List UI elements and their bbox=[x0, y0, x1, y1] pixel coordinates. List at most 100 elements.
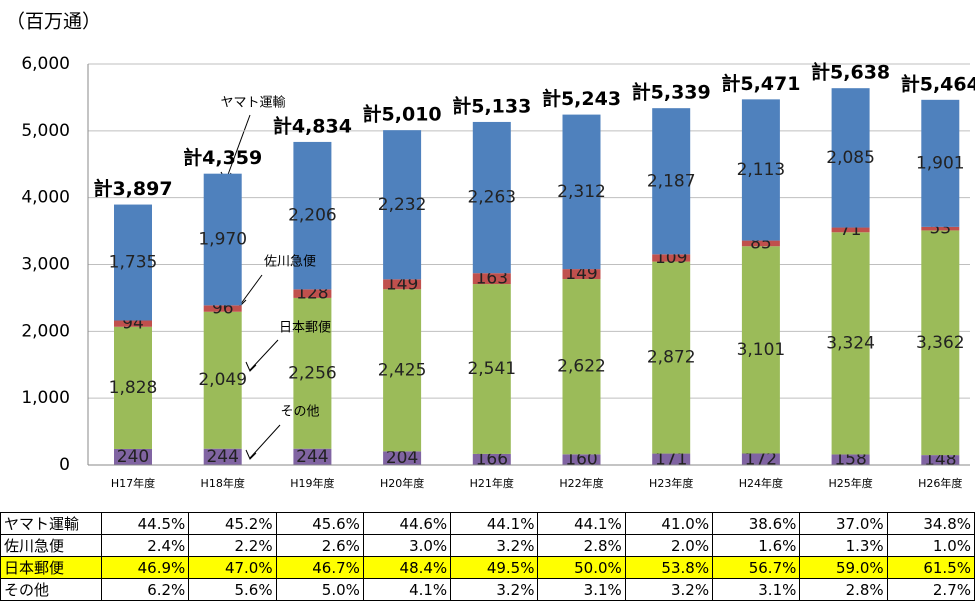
bar-segment bbox=[921, 455, 960, 465]
bar-segment bbox=[652, 453, 691, 465]
table-cell: 45.2% bbox=[188, 512, 277, 535]
bar-segment bbox=[562, 454, 601, 465]
table-cell: 48.4% bbox=[362, 556, 452, 579]
table-cell: 2.6% bbox=[275, 534, 364, 557]
total-label: 計4,834 bbox=[273, 114, 352, 137]
x-tick-label: H19年度 bbox=[290, 476, 334, 490]
data-label: 2,541 bbox=[467, 359, 516, 379]
table-cell: 56.7% bbox=[712, 556, 801, 579]
data-label: 244 bbox=[296, 447, 328, 467]
table-cell: 1.3% bbox=[799, 534, 888, 557]
x-tick-label: H20年度 bbox=[380, 476, 424, 490]
y-axis-label: （百万通） bbox=[6, 11, 101, 33]
bar-segment bbox=[741, 246, 780, 454]
table-cell: 59.0% bbox=[799, 556, 888, 579]
total-label: 計5,243 bbox=[542, 87, 621, 110]
x-tick-label: H25年度 bbox=[828, 476, 872, 490]
table-cell: 37.0% bbox=[799, 512, 888, 535]
annotation: ヤマト運輸 bbox=[220, 96, 285, 111]
annotation: 日本郵便 bbox=[279, 321, 331, 336]
bar-segment bbox=[831, 454, 870, 465]
table-cell: 4.1% bbox=[362, 578, 452, 601]
bar-segment bbox=[293, 448, 332, 465]
x-tick-label: H22年度 bbox=[559, 476, 603, 490]
table-cell: 41.0% bbox=[624, 512, 714, 535]
bar-segment bbox=[831, 232, 870, 455]
y-tick-label: 2,000 bbox=[21, 321, 70, 341]
bar-segment bbox=[293, 289, 332, 298]
data-label: 3,324 bbox=[826, 333, 875, 353]
bar-segment bbox=[652, 254, 691, 262]
share-table: ヤマト運輸 44.5% 45.2% 45.6% 44.6% 44.1% 44.1% 41.0%… bbox=[0, 512, 975, 601]
bar-segment bbox=[114, 448, 152, 465]
bar-segment bbox=[293, 141, 332, 290]
y-tick-label: 0 bbox=[59, 455, 70, 475]
table-row: その他 6.2% 5.6% 5.0% 4.1% 3.2% 3.1% 3.2% 3.1% 2.8% 2… bbox=[0, 578, 975, 601]
y-tick-label: 6,000 bbox=[21, 54, 70, 74]
x-tick-label: H24年度 bbox=[739, 476, 783, 490]
bar-segment bbox=[921, 230, 960, 456]
y-tick-label: 1,000 bbox=[21, 388, 70, 408]
table-cell: 3.2% bbox=[450, 578, 539, 601]
data-label: 1,735 bbox=[109, 253, 158, 273]
bar-segment bbox=[203, 305, 242, 312]
data-label: 2,622 bbox=[557, 357, 606, 377]
table-cell: 5.6% bbox=[188, 578, 277, 601]
data-label: 240 bbox=[117, 447, 149, 467]
total-label: 計4,359 bbox=[183, 146, 262, 169]
table-cell: 2.7% bbox=[886, 578, 975, 601]
bar-segment bbox=[652, 261, 691, 454]
row-label: 日本郵便 bbox=[0, 556, 102, 579]
data-label: 166 bbox=[476, 449, 508, 469]
table-row: 佐川急便 2.4% 2.2% 2.6% 3.0% 3.2% 2.8% 2.0% 1.6% 1.3%… bbox=[0, 534, 975, 557]
x-tick-label: H26年度 bbox=[918, 476, 962, 490]
data-label: 2,425 bbox=[378, 360, 427, 380]
x-tick-label: H23年度 bbox=[649, 476, 693, 490]
annotation: 佐川急便 bbox=[264, 255, 316, 270]
bar-segment bbox=[831, 88, 870, 228]
table-cell: 3.2% bbox=[450, 534, 539, 557]
table-cell: 3.1% bbox=[537, 578, 626, 601]
total-label: 計5,471 bbox=[721, 72, 800, 95]
y-tick-label: 3,000 bbox=[21, 255, 70, 275]
data-label: 2,085 bbox=[826, 148, 875, 168]
bar-segment bbox=[203, 311, 242, 449]
table-cell: 2.0% bbox=[624, 534, 714, 557]
row-label: 佐川急便 bbox=[0, 534, 102, 557]
bar-segment bbox=[652, 108, 691, 255]
data-label: 2,256 bbox=[288, 363, 337, 383]
bar-segment bbox=[114, 326, 152, 449]
bar-segment bbox=[741, 99, 780, 241]
table-row: 日本郵便 46.9% 47.0% 46.7% 48.4% 49.5% 50.0% 53.8% 5… bbox=[0, 556, 975, 579]
bar-segment bbox=[831, 227, 870, 233]
row-label: ヤマト運輸 bbox=[0, 512, 102, 535]
table-cell: 3.0% bbox=[362, 534, 452, 557]
table-cell: 3.1% bbox=[712, 578, 801, 601]
total-label: 計5,339 bbox=[632, 81, 711, 104]
table-cell: 1.0% bbox=[886, 534, 975, 557]
table-cell: 50.0% bbox=[537, 556, 626, 579]
table-cell: 49.5% bbox=[450, 556, 539, 579]
data-label: 172 bbox=[745, 449, 777, 469]
bar-segment bbox=[472, 284, 511, 454]
bar-segment bbox=[472, 453, 511, 465]
data-label: 2,113 bbox=[737, 160, 786, 180]
bar-segment bbox=[383, 279, 422, 290]
bar-segment bbox=[383, 130, 422, 280]
table-cell: 46.9% bbox=[100, 556, 190, 579]
bar-segment bbox=[562, 114, 601, 270]
bar-segment bbox=[921, 226, 960, 231]
x-tick-label: H21年度 bbox=[470, 476, 514, 490]
bar-segment bbox=[921, 99, 960, 227]
table-cell: 44.1% bbox=[450, 512, 539, 535]
data-label: 3,362 bbox=[916, 333, 965, 353]
table-cell: 2.8% bbox=[537, 534, 626, 557]
bar-segment bbox=[114, 204, 152, 321]
bar-segment bbox=[741, 240, 780, 247]
data-label: 2,232 bbox=[378, 195, 427, 215]
table-cell: 6.2% bbox=[100, 578, 190, 601]
table-cell: 2.8% bbox=[799, 578, 888, 601]
table-cell: 34.8% bbox=[886, 512, 975, 535]
total-label: 計5,133 bbox=[452, 94, 531, 117]
